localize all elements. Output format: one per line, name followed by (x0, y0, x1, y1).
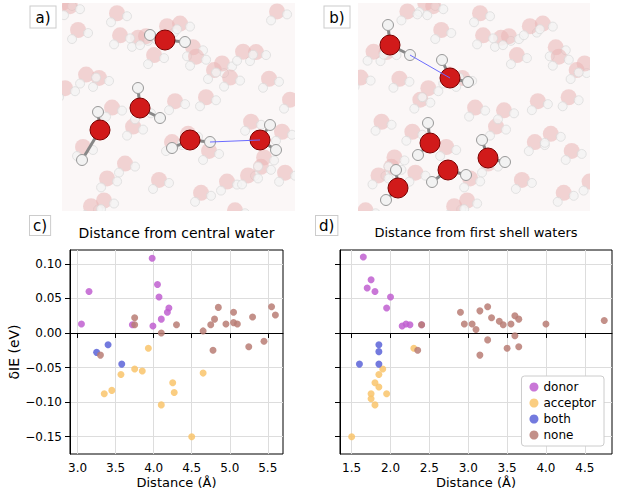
svg-text:−0.10: −0.10 (25, 395, 62, 409)
svg-text:Distance (Å): Distance (Å) (136, 475, 216, 490)
svg-text:4.5: 4.5 (575, 461, 594, 475)
svg-text:4.0: 4.0 (144, 461, 163, 475)
svg-text:3.5: 3.5 (498, 461, 517, 475)
svg-text:d): d) (319, 217, 334, 235)
svg-text:both: both (543, 412, 570, 426)
svg-text:5.0: 5.0 (220, 461, 239, 475)
svg-text:−0.05: −0.05 (25, 361, 62, 375)
svg-text:Distance from central water: Distance from central water (79, 225, 275, 241)
svg-text:b): b) (329, 9, 344, 27)
svg-text:Distance from first shell wate: Distance from first shell waters (374, 225, 577, 240)
svg-text:3.0: 3.0 (68, 461, 87, 475)
svg-text:a): a) (35, 9, 50, 27)
svg-text:1.5: 1.5 (342, 461, 361, 475)
svg-text:−0.15: −0.15 (25, 430, 62, 444)
svg-text:Distance (Å): Distance (Å) (436, 475, 516, 490)
svg-text:4.0: 4.0 (536, 461, 555, 475)
svg-text:c): c) (33, 217, 47, 235)
svg-text:acceptor: acceptor (543, 396, 596, 410)
svg-text:4.5: 4.5 (182, 461, 201, 475)
svg-text:5.5: 5.5 (258, 461, 277, 475)
svg-text:δIE (eV): δIE (eV) (6, 324, 22, 379)
svg-text:0.05: 0.05 (35, 291, 62, 305)
svg-text:2.5: 2.5 (420, 461, 439, 475)
svg-text:donor: donor (543, 380, 578, 394)
svg-text:0.10: 0.10 (35, 257, 62, 271)
svg-text:3.5: 3.5 (106, 461, 125, 475)
svg-text:0.00: 0.00 (35, 326, 62, 340)
svg-text:3.0: 3.0 (459, 461, 478, 475)
svg-text:none: none (543, 428, 573, 442)
svg-text:2.0: 2.0 (381, 461, 400, 475)
